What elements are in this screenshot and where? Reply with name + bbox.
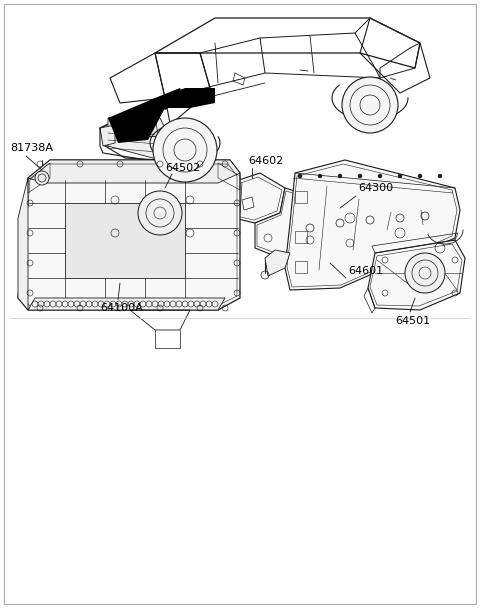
- Circle shape: [342, 77, 398, 133]
- Polygon shape: [65, 203, 185, 278]
- Text: 64602: 64602: [248, 156, 283, 166]
- Circle shape: [405, 253, 445, 293]
- Text: 64100A: 64100A: [100, 303, 143, 313]
- Circle shape: [298, 174, 302, 178]
- Polygon shape: [100, 125, 115, 146]
- Circle shape: [358, 174, 362, 178]
- Circle shape: [398, 174, 402, 178]
- Polygon shape: [285, 160, 460, 290]
- Text: 64601: 64601: [348, 266, 383, 276]
- Circle shape: [318, 174, 322, 178]
- Polygon shape: [225, 173, 285, 223]
- Polygon shape: [368, 240, 465, 310]
- Text: 64501: 64501: [395, 316, 430, 326]
- Polygon shape: [280, 188, 455, 268]
- Circle shape: [378, 174, 382, 178]
- Polygon shape: [208, 183, 230, 216]
- Circle shape: [418, 174, 422, 178]
- Polygon shape: [160, 88, 215, 108]
- Circle shape: [153, 118, 217, 182]
- Polygon shape: [95, 188, 210, 253]
- Text: 64502: 64502: [165, 163, 200, 173]
- Polygon shape: [265, 250, 290, 276]
- Polygon shape: [18, 160, 240, 310]
- Circle shape: [138, 191, 182, 235]
- Polygon shape: [155, 88, 185, 110]
- Polygon shape: [28, 298, 225, 310]
- Polygon shape: [118, 113, 158, 140]
- Polygon shape: [108, 98, 165, 143]
- Text: 81738A: 81738A: [10, 143, 53, 153]
- Polygon shape: [108, 118, 175, 160]
- Polygon shape: [28, 160, 240, 183]
- Circle shape: [338, 174, 342, 178]
- Circle shape: [438, 174, 442, 178]
- Text: 64300: 64300: [358, 183, 393, 193]
- Polygon shape: [255, 188, 395, 258]
- Polygon shape: [18, 178, 28, 310]
- Circle shape: [35, 171, 49, 185]
